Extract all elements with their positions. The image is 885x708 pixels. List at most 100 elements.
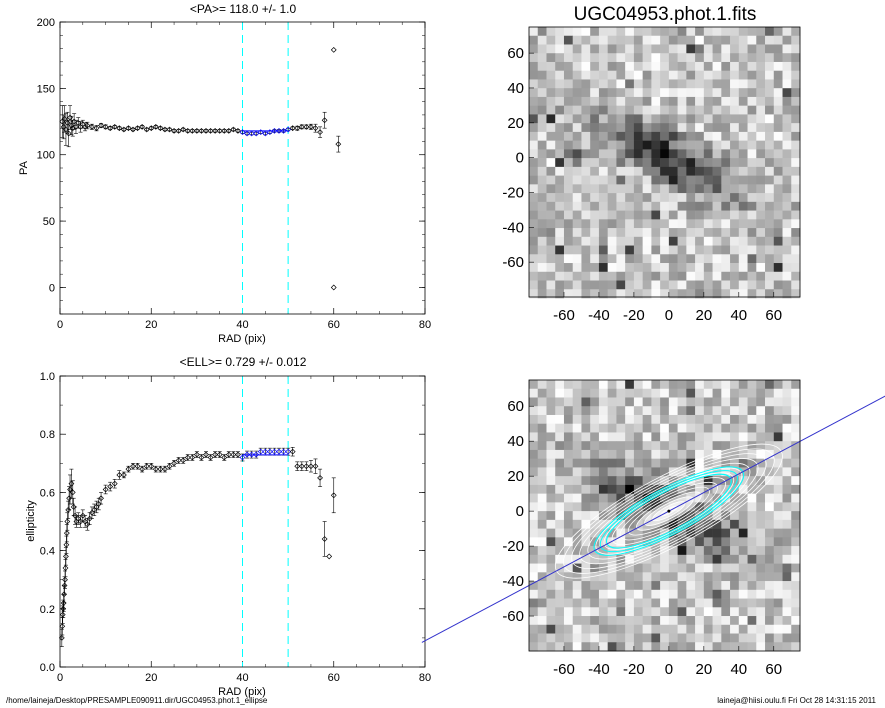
image-pixel bbox=[598, 511, 608, 521]
image-pixel bbox=[730, 388, 740, 398]
image-pixel bbox=[590, 502, 600, 512]
image-pixel bbox=[555, 27, 565, 37]
data-point bbox=[212, 127, 219, 134]
image-pixel bbox=[738, 502, 748, 512]
image-pixel bbox=[598, 254, 608, 264]
image-pixel bbox=[555, 166, 565, 176]
image-pixel bbox=[765, 201, 775, 211]
data-point bbox=[248, 130, 255, 137]
image-pixel bbox=[712, 254, 722, 264]
image-pixel bbox=[773, 35, 783, 45]
image-pixel bbox=[607, 193, 617, 203]
image-pixel bbox=[791, 607, 801, 617]
image-pixel bbox=[616, 432, 626, 442]
image-pixel bbox=[677, 388, 687, 398]
image-pixel bbox=[546, 149, 556, 159]
image-pixel bbox=[607, 289, 617, 299]
image-pixel bbox=[782, 70, 792, 80]
image-pixel bbox=[668, 79, 678, 89]
image-pixel bbox=[625, 219, 635, 229]
image-pixel bbox=[695, 35, 705, 45]
image-pixel bbox=[756, 149, 766, 159]
image-pixel bbox=[598, 616, 608, 626]
image-pixel bbox=[598, 633, 608, 643]
image-pixel bbox=[730, 193, 740, 203]
image-pixel bbox=[616, 53, 626, 63]
image-pixel bbox=[590, 149, 600, 159]
data-point bbox=[125, 125, 132, 132]
image-pixel bbox=[686, 289, 696, 299]
image-pixel bbox=[529, 88, 539, 98]
image-pixel bbox=[773, 484, 783, 494]
image-pixel bbox=[660, 581, 670, 591]
image-pixel bbox=[695, 289, 705, 299]
image-pixel bbox=[721, 423, 731, 433]
image-pixel bbox=[581, 35, 591, 45]
image-pixel bbox=[773, 158, 783, 168]
data-point bbox=[230, 451, 237, 458]
image-pixel bbox=[730, 175, 740, 185]
image-pixel bbox=[738, 519, 748, 529]
image-pixel bbox=[773, 175, 783, 185]
image-pixel bbox=[765, 140, 775, 150]
image-pixel bbox=[686, 607, 696, 617]
image-pixel bbox=[529, 563, 539, 573]
image-pixel bbox=[590, 271, 600, 281]
data-point bbox=[171, 127, 177, 134]
x-tick-label: 60 bbox=[765, 661, 782, 678]
image-pixel bbox=[529, 616, 539, 626]
image-pixel bbox=[625, 449, 635, 459]
image-pixel bbox=[642, 423, 652, 433]
image-pixel bbox=[625, 140, 635, 150]
image-pixel bbox=[773, 27, 783, 37]
image-pixel bbox=[616, 484, 626, 494]
image-pixel bbox=[756, 131, 766, 141]
image-pixel bbox=[791, 158, 801, 168]
image-pixel bbox=[756, 467, 766, 477]
image-pixel bbox=[721, 388, 731, 398]
image-pixel bbox=[756, 158, 766, 168]
image-pixel bbox=[791, 114, 801, 124]
image-pixel bbox=[529, 458, 539, 468]
image-pixel bbox=[563, 458, 574, 468]
image-pixel bbox=[668, 193, 678, 203]
image-pixel bbox=[529, 175, 539, 185]
image-pixel bbox=[773, 123, 783, 133]
image-pixel bbox=[677, 114, 687, 124]
image-pixel bbox=[765, 44, 775, 54]
image-pixel bbox=[703, 158, 713, 168]
image-pixel bbox=[572, 528, 582, 538]
image-pixel bbox=[695, 502, 705, 512]
image-pixel bbox=[686, 219, 696, 229]
image-pixel bbox=[529, 476, 539, 486]
image-pixel bbox=[747, 96, 757, 106]
data-point bbox=[285, 448, 292, 455]
image-pixel bbox=[765, 581, 775, 591]
image-pixel bbox=[651, 432, 661, 442]
image-pixel bbox=[721, 432, 731, 442]
image-pixel bbox=[738, 624, 748, 634]
image-pixel bbox=[572, 236, 582, 246]
image-pixel bbox=[616, 528, 626, 538]
image-pixel bbox=[529, 467, 539, 477]
image-pixel bbox=[598, 441, 608, 451]
image-pixel bbox=[668, 70, 678, 80]
image-pixel bbox=[546, 193, 556, 203]
image-pixel bbox=[782, 228, 792, 238]
image-pixel bbox=[563, 149, 574, 159]
image-pixel bbox=[765, 572, 775, 582]
image-pixel bbox=[616, 537, 626, 547]
image-pixel bbox=[529, 271, 539, 281]
data-point bbox=[65, 130, 72, 137]
image-pixel bbox=[537, 432, 547, 442]
image-pixel bbox=[765, 175, 775, 185]
image-pixel bbox=[782, 158, 792, 168]
image-pixel bbox=[598, 44, 608, 54]
image-pixel bbox=[782, 528, 792, 538]
image-pixel bbox=[607, 502, 617, 512]
image-pixel bbox=[642, 53, 652, 63]
image-pixel bbox=[747, 271, 757, 281]
image-pixel bbox=[738, 114, 748, 124]
image-pixel bbox=[642, 140, 652, 150]
image-pixel bbox=[791, 581, 801, 591]
